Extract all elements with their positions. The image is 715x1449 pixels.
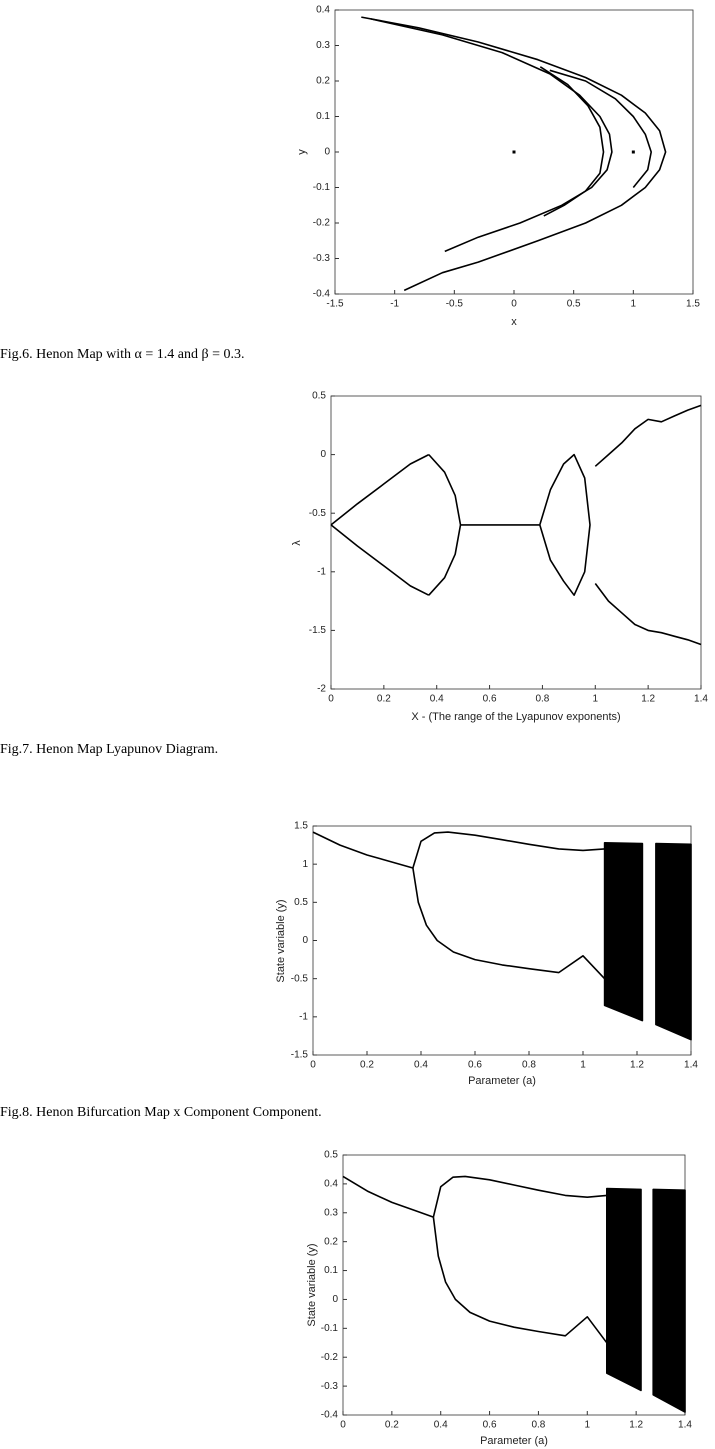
y-tick-label: 0.1	[316, 111, 330, 122]
x-tick-label: 1.4	[694, 694, 708, 705]
y-axis-label: State variable (y)	[275, 899, 287, 982]
x-tick-label: 0	[328, 694, 334, 705]
y-tick-label: 0.5	[324, 1150, 338, 1161]
y-tick-label: -0.4	[313, 289, 331, 300]
x-tick-label: 0.8	[531, 1420, 545, 1431]
figure-caption: Fig.6. Henon Map with α = 1.4 and β = 0.…	[0, 347, 245, 362]
y-tick-label: 0.5	[312, 391, 326, 402]
curve	[539, 453, 591, 596]
y-tick-label: -0.1	[313, 182, 331, 193]
curve	[342, 1175, 434, 1218]
y-tick-label: 0.2	[324, 1236, 338, 1247]
chaotic-band	[606, 1187, 642, 1392]
chaotic-band	[652, 1188, 686, 1413]
y-tick-label: 0.3	[324, 1207, 338, 1218]
figure-caption: Fig.7. Henon Map Lyapunov Diagram.	[0, 742, 218, 757]
x-tick-label: -1.5	[326, 299, 344, 310]
y-tick-label: -0.4	[321, 1410, 339, 1421]
y-tick-label: 0.1	[324, 1265, 338, 1276]
y-tick-label: 0.2	[316, 76, 330, 87]
x-tick-label: 1	[631, 299, 637, 310]
y-tick-label: -1.5	[291, 1050, 309, 1061]
x-tick-label: 0.8	[522, 1060, 536, 1071]
x-tick-label: 0.6	[483, 1420, 497, 1431]
curve	[594, 583, 702, 646]
x-tick-label: 1	[593, 694, 599, 705]
x-tick-label: 0.4	[430, 694, 444, 705]
y-tick-label: 0	[320, 449, 326, 460]
x-tick-label: 1.2	[641, 694, 655, 705]
y-tick-label: 0	[324, 147, 330, 158]
y-tick-label: -0.5	[309, 508, 327, 519]
x-tick-label: -1	[390, 299, 399, 310]
x-tick-label: 0	[310, 1060, 316, 1071]
curve	[594, 404, 702, 467]
chaotic-band	[655, 842, 692, 1041]
x-tick-label: 0.8	[535, 694, 549, 705]
y-axis-label: y	[296, 149, 308, 155]
x-axis-label: Parameter (a)	[468, 1075, 536, 1087]
x-tick-label: 0.2	[360, 1060, 374, 1071]
curve	[330, 524, 430, 596]
y-axis-label: State variable (y)	[306, 1243, 318, 1326]
y-tick-label: 0	[302, 935, 308, 946]
curve	[370, 18, 613, 253]
y-tick-label: -1.5	[309, 625, 327, 636]
x-tick-label: 0	[511, 299, 517, 310]
x-tick-label: 0.2	[377, 694, 391, 705]
curve	[361, 16, 667, 292]
curve	[549, 69, 652, 189]
y-tick-label: 1.5	[294, 821, 308, 832]
chaotic-band	[603, 842, 644, 1022]
y-tick-label: 0	[332, 1294, 338, 1305]
x-tick-label: 1.2	[630, 1060, 644, 1071]
x-tick-label: 1.5	[686, 299, 700, 310]
x-tick-label: 1.4	[678, 1420, 692, 1431]
x-tick-label: -0.5	[446, 299, 464, 310]
x-axis-label: x	[511, 316, 517, 328]
x-tick-label: 1.4	[684, 1060, 698, 1071]
y-tick-label: 1	[302, 859, 308, 870]
marker	[631, 150, 635, 154]
y-tick-label: -0.1	[321, 1323, 339, 1334]
curve	[432, 1175, 607, 1218]
y-tick-label: -1	[317, 566, 326, 577]
x-tick-label: 1	[585, 1420, 591, 1431]
y-tick-label: 0.3	[316, 40, 330, 51]
x-axis-label: Parameter (a)	[480, 1435, 548, 1447]
x-tick-label: 1.2	[629, 1420, 643, 1431]
curve	[312, 831, 414, 869]
x-tick-label: 0.4	[434, 1420, 448, 1431]
y-tick-label: -0.3	[321, 1381, 339, 1392]
x-tick-label: 0.4	[414, 1060, 428, 1071]
x-axis-label: X - (The range of the Lyapunov exponents…	[411, 711, 620, 723]
curve	[412, 831, 605, 869]
x-tick-label: 0.5	[567, 299, 581, 310]
y-tick-label: -0.2	[313, 218, 331, 229]
curve	[539, 66, 605, 217]
plot-frame	[330, 395, 702, 690]
y-axis-label: λ	[291, 540, 303, 546]
marker	[512, 150, 516, 154]
figure-caption: Fig.8. Henon Bifurcation Map x Component…	[0, 1105, 322, 1120]
y-tick-label: 0.4	[316, 5, 330, 16]
curve	[432, 1217, 608, 1344]
x-tick-label: 0.6	[483, 694, 497, 705]
y-tick-label: -0.3	[313, 253, 331, 264]
y-tick-label: -0.2	[321, 1352, 339, 1363]
x-tick-label: 0.2	[385, 1420, 399, 1431]
x-tick-label: 1	[580, 1060, 586, 1071]
y-tick-label: -0.5	[291, 973, 309, 984]
y-tick-label: 0.4	[324, 1179, 338, 1190]
curve	[330, 453, 430, 526]
y-tick-label: 0.5	[294, 897, 308, 908]
y-tick-label: -1	[299, 1011, 308, 1022]
x-tick-label: 0.6	[468, 1060, 482, 1071]
curve	[412, 867, 606, 980]
y-tick-label: -2	[317, 684, 326, 695]
x-tick-label: 0	[340, 1420, 346, 1431]
